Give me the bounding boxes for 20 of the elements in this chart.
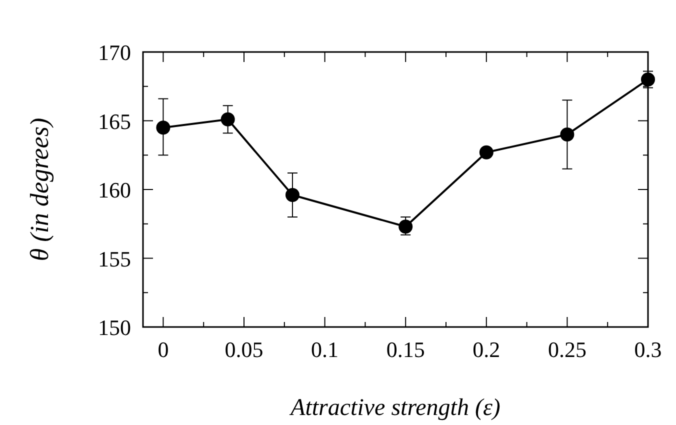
point — [479, 145, 494, 160]
point — [156, 120, 170, 135]
x-tick-label: 0 — [158, 337, 169, 362]
point — [220, 112, 235, 126]
x-tick-label: 0.15 — [386, 337, 425, 362]
x-tick-label: 0.2 — [472, 337, 500, 362]
y-tick-label: 165 — [98, 108, 131, 134]
y-tick-label: 155 — [98, 246, 131, 272]
y-tick-label: 150 — [98, 315, 131, 340]
x-tick-label: 0.3 — [634, 337, 662, 362]
x-tick-label: 0.1 — [311, 337, 339, 362]
point — [398, 220, 413, 234]
y-tick-label: 160 — [98, 178, 131, 202]
x-axis-title: Attractive strength (ε) — [288, 395, 500, 421]
x-tick-label: 0.05 — [224, 337, 264, 362]
point — [560, 128, 574, 142]
y-axis-title: θ (in degrees) — [25, 118, 54, 262]
x-tick-label: 0.25 — [548, 337, 586, 362]
y-tick-label: 170 — [98, 40, 131, 65]
point — [285, 188, 300, 202]
